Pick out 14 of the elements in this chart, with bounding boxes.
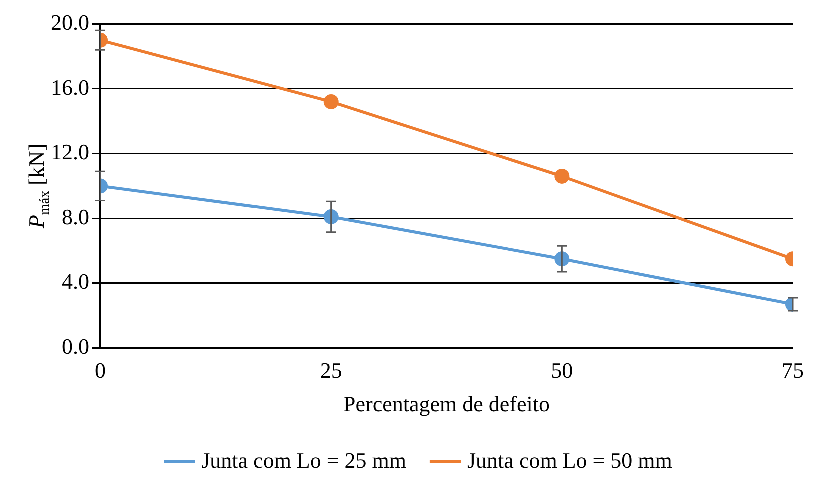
x-axis-title: Percentagem de defeito — [344, 392, 550, 417]
y-axis-title: Pmáx [kN] — [24, 144, 53, 230]
y-tick-label: 4.0 — [62, 269, 90, 294]
y-tick-label: 0.0 — [62, 334, 90, 359]
y-tick-label: 16.0 — [51, 74, 90, 100]
y-tick-label: 8.0 — [62, 204, 90, 230]
x-tick-label: 75 — [782, 358, 804, 384]
x-tick-label: 25 — [320, 358, 342, 384]
legend-label: Junta com Lo = 25 mm — [202, 448, 407, 473]
x-tick-label: 50 — [551, 358, 574, 384]
legend-label: Junta com Lo = 50 mm — [468, 448, 672, 473]
y-tick-label: 20.0 — [51, 10, 90, 35]
y-tick-label: 12.0 — [51, 140, 90, 165]
x-tick-label: 0 — [95, 358, 106, 384]
